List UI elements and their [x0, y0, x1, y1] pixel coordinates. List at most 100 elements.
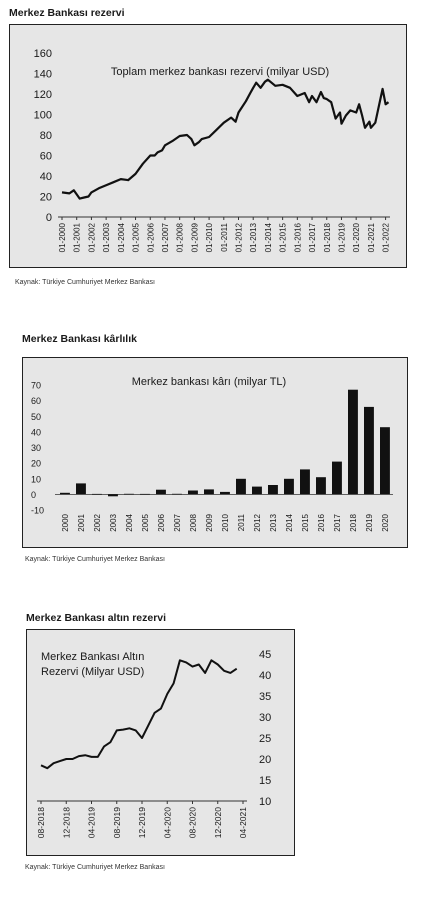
profit-chart-title: Merkez bankası kârı (milyar TL): [132, 376, 286, 388]
profit-bar: [60, 492, 70, 495]
reserves-xtick-label: 01-2012: [235, 222, 244, 252]
profit-xtick-label: 2002: [93, 513, 102, 531]
gold-ytick-label: 25: [259, 733, 271, 745]
profit-xtick-label: 2019: [365, 513, 374, 531]
reserves-xtick-label: 01-2017: [308, 222, 317, 252]
profit-bar: [76, 483, 86, 495]
profit-bar: [220, 491, 230, 495]
profit-xtick-label: 2009: [205, 513, 214, 531]
reserves-ytick-label: 20: [40, 192, 52, 204]
profit-bar: [204, 489, 214, 495]
profit-ytick-label: 70: [31, 381, 41, 391]
profit-bar: [316, 477, 326, 495]
gold-ytick-label: 30: [259, 712, 271, 724]
reserves-ytick-label: 120: [34, 89, 52, 101]
profit-ytick-label: 0: [31, 490, 36, 500]
profit-xtick-label: 2012: [253, 513, 262, 531]
reserves-xtick-label: 01-2002: [87, 222, 96, 252]
profit-xtick-label: 2006: [157, 513, 166, 531]
profit-ytick-label: 40: [31, 427, 41, 437]
gold-chart: Merkez Bankası Altın Rezervi (Milyar USD…: [26, 629, 295, 856]
gold-ytick-label: 45: [259, 649, 271, 661]
gold-chart-title-line-2: Rezervi (Milyar USD): [41, 666, 144, 678]
reserves-ytick-label: 40: [40, 171, 52, 183]
profit-bar: [300, 469, 310, 495]
profit-xtick-label: 2014: [285, 513, 294, 531]
gold-source: Kaynak: Türkiye Cumhuriyet Merkez Bankas…: [25, 864, 165, 871]
gold-ytick-label: 35: [259, 691, 271, 703]
profit-xtick-label: 2004: [125, 513, 134, 531]
profit-ytick-label: 10: [31, 474, 41, 484]
profit-bar: [92, 493, 102, 495]
gold-xtick-label: 12-2020: [213, 807, 223, 838]
reserves-series-line: [61, 78, 390, 200]
gold-xtick-label: 12-2018: [61, 807, 71, 838]
profit-xtick-label: 2000: [61, 513, 70, 531]
gold-ytick-label: 20: [259, 754, 271, 766]
reserves-ytick-label: 140: [34, 69, 52, 81]
reserves-chart: Toplam merkez bankası rezervi (milyar US…: [9, 24, 407, 268]
profit-bar: [364, 406, 374, 495]
reserves-xtick-label: 01-2022: [382, 222, 391, 252]
gold-xtick-label: 04-2019: [87, 807, 97, 838]
reserves-xtick-label: 01-2000: [58, 222, 67, 252]
reserves-xtick-label: 01-2005: [132, 222, 141, 252]
reserves-xtick-label: 01-2021: [367, 222, 376, 252]
reserves-xtick-label: 01-2008: [176, 222, 185, 252]
reserves-ytick-label: 80: [40, 130, 52, 142]
reserves-xtick-label: 01-2007: [161, 222, 170, 252]
profit-xtick-label: 2016: [317, 513, 326, 531]
profit-xtick-label: 2018: [349, 513, 358, 531]
reserves-xtick-label: 01-2013: [249, 222, 258, 252]
gold-xtick-label: 08-2019: [112, 807, 122, 838]
reserves-xtick-label: 01-2003: [102, 222, 111, 252]
gold-section-title: Merkez Bankası altın rezervi: [26, 612, 167, 624]
profit-bar: [332, 461, 342, 495]
reserves-xtick-label: 01-2010: [205, 222, 214, 252]
gold-xtick-label: 04-2021: [238, 807, 248, 838]
gold-xtick-label: 04-2020: [162, 807, 172, 838]
profit-source: Kaynak: Türkiye Cumhuriyet Merkez Bankas…: [25, 556, 165, 563]
profit-bar: [348, 389, 358, 495]
reserves-xtick-label: 01-2020: [352, 222, 361, 252]
profit-bar: [124, 493, 134, 495]
reserves-ytick-label: 60: [40, 151, 52, 163]
profit-xtick-label: 2020: [381, 513, 390, 531]
profit-ytick-label: 60: [31, 396, 41, 406]
gold-ytick-label: 40: [259, 670, 271, 682]
reserves-xtick-label: 01-2004: [117, 222, 126, 252]
profit-chart-svg: Merkez bankası kârı (milyar TL) -10 0 10 20…: [31, 376, 393, 532]
profit-bar: [108, 494, 118, 497]
gold-ytick-label: 15: [259, 775, 271, 787]
reserves-chart-svg: Toplam merkez bankası rezervi (milyar US…: [34, 48, 391, 252]
profit-bar: [156, 489, 166, 495]
reserves-xtick-label: 01-2001: [73, 222, 82, 252]
profit-section-title: Merkez Bankası kârlılık: [22, 333, 137, 345]
gold-xtick-label: 08-2018: [36, 807, 46, 838]
profit-ytick-label: 30: [31, 443, 41, 453]
profit-bar: [252, 486, 262, 495]
reserves-xtick-label: 01-2018: [323, 222, 332, 252]
profit-xtick-label: 2015: [301, 513, 310, 531]
profit-bar: [172, 493, 182, 495]
profit-bar: [268, 485, 278, 495]
reserves-ytick-label: 160: [34, 48, 52, 60]
profit-bar: [236, 478, 246, 495]
reserves-xtick-label: 01-2016: [293, 222, 302, 252]
profit-bar: [140, 493, 150, 495]
reserves-ytick-label: 0: [46, 212, 52, 224]
profit-xtick-label: 2011: [237, 513, 246, 531]
reserves-ytick-label: 100: [34, 110, 52, 122]
profit-xtick-label: 2001: [77, 513, 86, 531]
profit-ytick-label: 50: [31, 412, 41, 422]
gold-chart-title-line-1: Merkez Bankası Altın: [41, 651, 144, 663]
reserves-xtick-label: 01-2019: [337, 222, 346, 252]
profit-xtick-label: 2017: [333, 513, 342, 531]
profit-xtick-label: 2008: [189, 513, 198, 531]
profit-chart: Merkez bankası kârı (milyar TL) -10 0 10 20…: [22, 357, 408, 548]
gold-chart-svg: Merkez Bankası Altın Rezervi (Milyar USD…: [36, 649, 271, 838]
gold-ytick-label: 10: [259, 796, 271, 808]
reserves-xtick-label: 01-2009: [190, 222, 199, 252]
reserves-section-title: Merkez Bankası rezervi: [9, 7, 125, 19]
reserves-xtick-label: 01-2011: [220, 222, 229, 251]
